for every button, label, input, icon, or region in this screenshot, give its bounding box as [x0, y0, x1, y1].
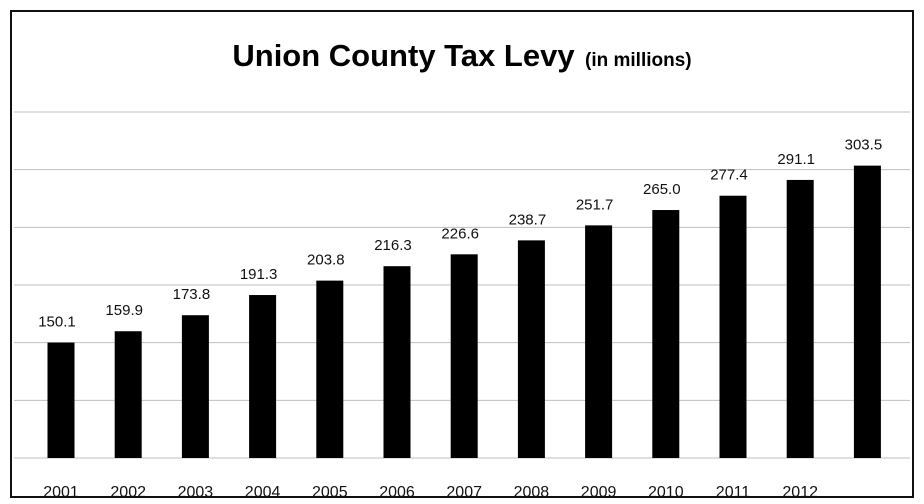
data-label: 216.3: [374, 237, 412, 254]
bar: [853, 165, 881, 458]
x-tick-label: 2001: [43, 484, 79, 501]
bar: [719, 195, 747, 458]
x-tick-label: 2009: [581, 484, 617, 501]
x-tick-label: 2008: [514, 484, 550, 501]
x-tick-label: 2003: [178, 484, 214, 501]
data-label: 291.1: [777, 151, 815, 168]
chart-subtitle: (in millions): [585, 50, 692, 71]
bar: [114, 331, 142, 458]
data-label: 159.9: [105, 302, 143, 319]
data-label: 265.0: [643, 181, 681, 198]
x-tick-label: 2005: [312, 484, 348, 501]
x-tick-label: 2007: [446, 484, 482, 501]
bar: [585, 225, 613, 458]
bar: [47, 342, 75, 458]
chart-title-main: Union County Tax Levy: [232, 38, 575, 73]
data-label: 226.6: [441, 225, 479, 242]
data-label: 277.4: [710, 167, 748, 184]
data-label: 173.8: [173, 286, 211, 303]
data-label: 303.5: [845, 137, 883, 154]
chart-title: Union County Tax Levy (in millions): [0, 38, 924, 74]
bar: [517, 240, 545, 458]
bar: [652, 210, 680, 458]
x-tick-label: 2006: [379, 484, 415, 501]
x-tick-label: 2011: [716, 484, 751, 501]
data-label: 203.8: [307, 252, 345, 269]
bar: [316, 280, 344, 458]
data-label: 191.3: [240, 266, 278, 283]
bar: [181, 315, 209, 458]
bar: [450, 254, 478, 458]
data-label: 238.7: [509, 211, 547, 228]
x-tick-label: 2010: [648, 484, 684, 501]
x-tick-label: 2002: [110, 484, 146, 501]
x-tick-label: 2004: [245, 484, 281, 501]
data-label: 251.7: [576, 196, 614, 213]
data-label: 150.1: [38, 314, 76, 331]
bar: [383, 266, 411, 458]
bar: [786, 179, 814, 458]
bar: [249, 295, 277, 458]
x-tick-label: 2012: [782, 484, 818, 501]
